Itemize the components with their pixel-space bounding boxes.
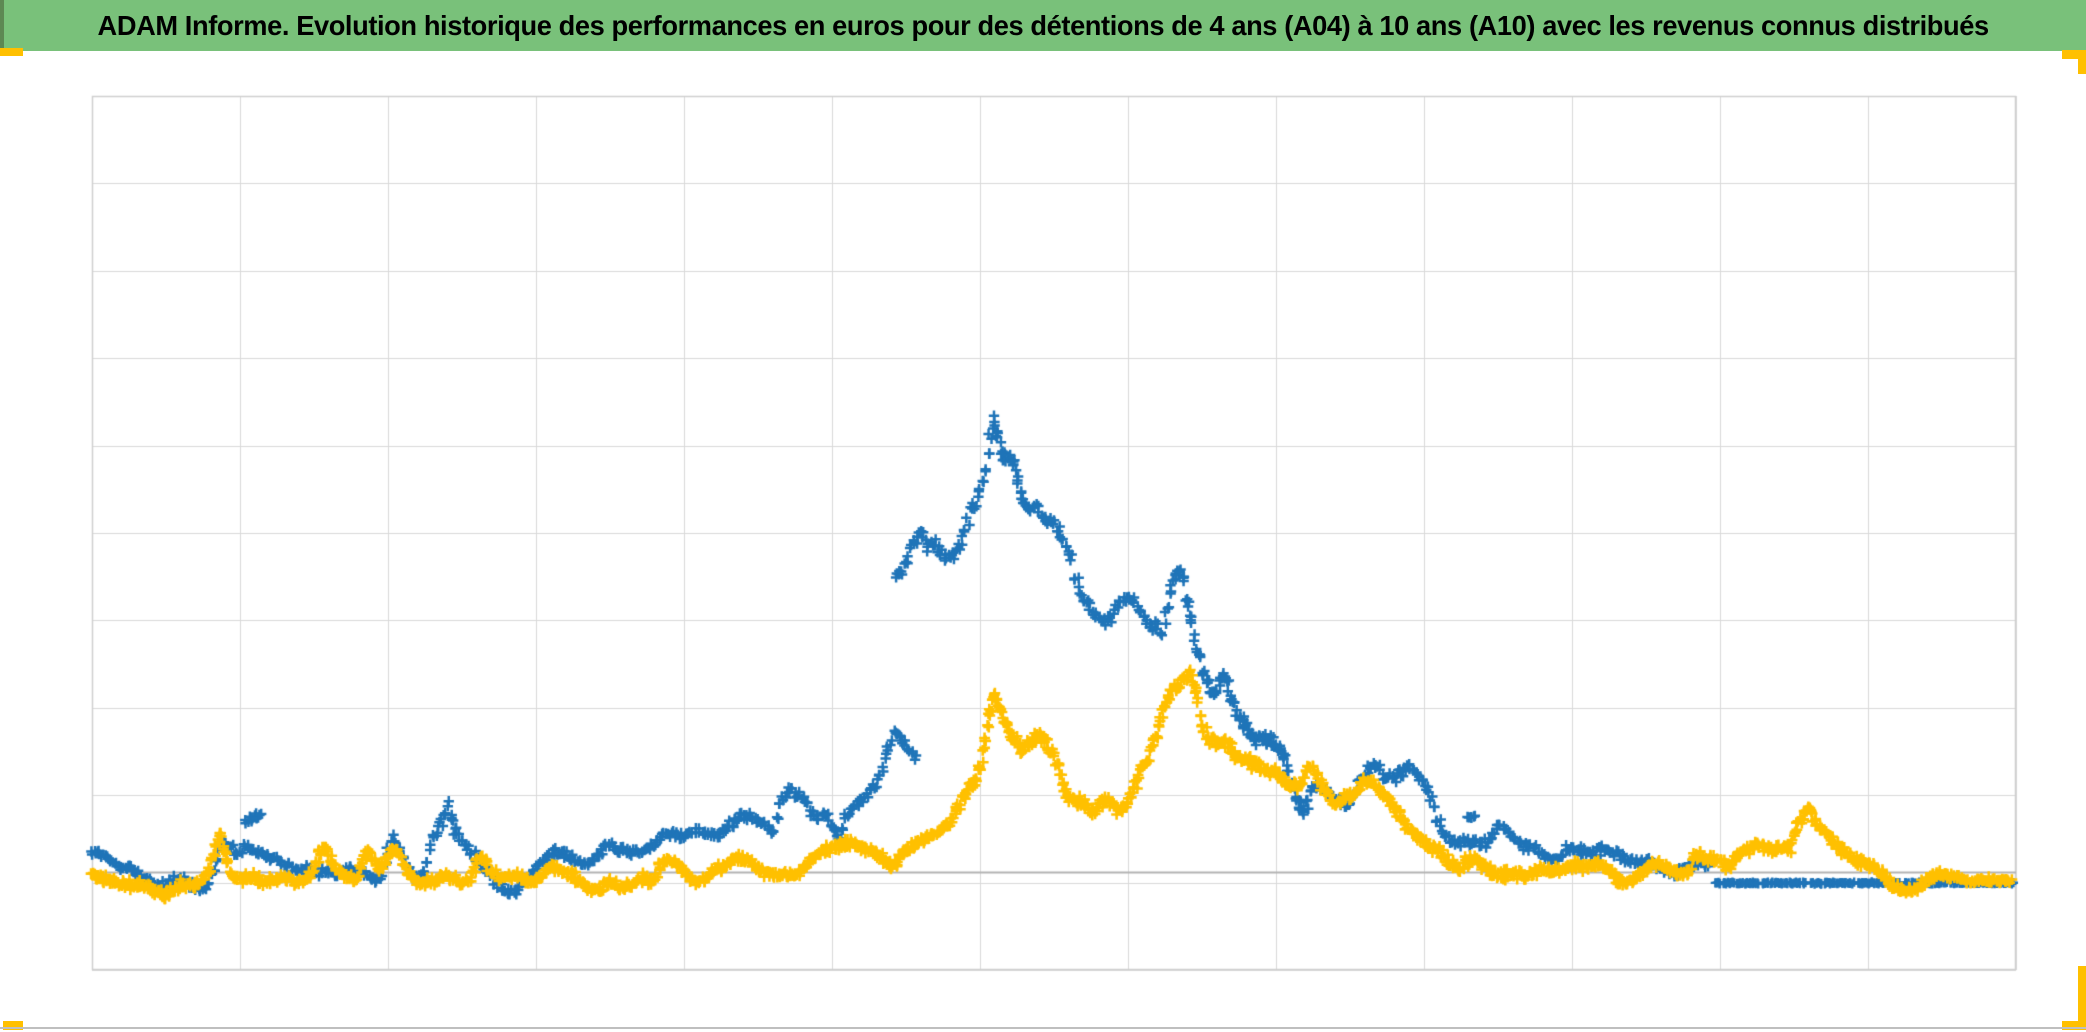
- gold-accent-bottom-left: [3, 1021, 23, 1030]
- gold-accent-top-right-vertical: [2078, 50, 2086, 74]
- bottom-rule: [0, 1027, 2086, 1029]
- gold-accent-bottom-right-horizontal: [2062, 1021, 2086, 1030]
- gold-accent-bottom-right-vertical: [2078, 966, 2086, 1030]
- gold-accent-top-left: [0, 48, 23, 56]
- title-bar-left-edge: [0, 0, 4, 51]
- title-bar: ADAM Informe. Evolution historique des p…: [0, 0, 2086, 51]
- page-title: ADAM Informe. Evolution historique des p…: [97, 9, 1989, 41]
- gold-accent-top-right-horizontal: [2062, 50, 2086, 59]
